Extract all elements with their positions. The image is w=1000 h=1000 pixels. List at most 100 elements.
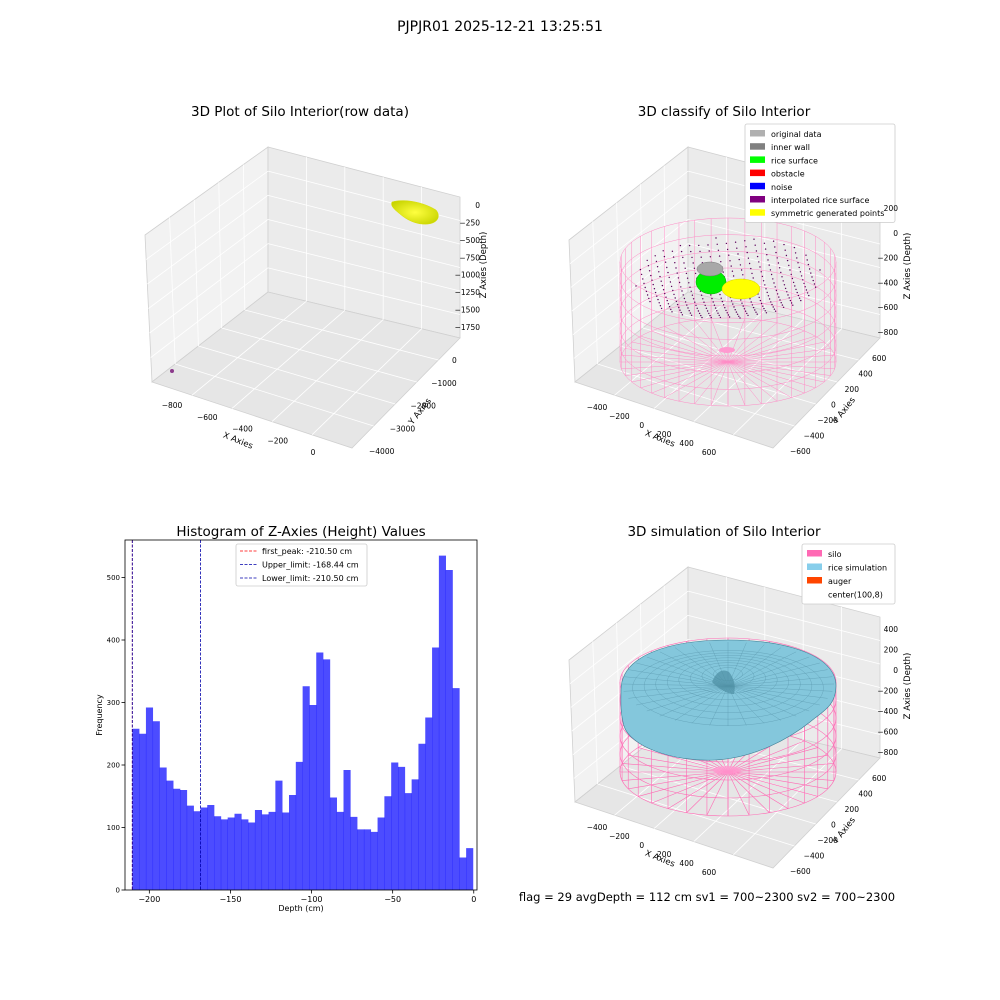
silo-bottom-center: [713, 766, 741, 774]
tick-label: −400: [804, 852, 825, 861]
surface-point: [664, 292, 666, 295]
panel-simulation-3d: 3D simulation of Silo Interior silo rice …: [568, 524, 913, 877]
panel-classify-3d: 3D classify of Silo Interior original da…: [568, 104, 913, 457]
histogram-bar: [132, 728, 140, 890]
histogram-bar: [411, 779, 419, 890]
silo-spoke: [727, 747, 818, 773]
surface-point: [796, 257, 798, 259]
tick-label: −1000: [431, 379, 457, 388]
silo-spoke: [727, 361, 831, 376]
legend-label: auger: [828, 577, 852, 586]
tick-label: −500: [459, 236, 480, 245]
surface-point: [646, 294, 649, 296]
z-axis-label: Z Axies (Depth): [903, 233, 913, 300]
panel-histogram: Histogram of Z-Axies (Height) Values −20…: [95, 524, 478, 913]
surface-point: [808, 294, 810, 297]
surface-point: [653, 288, 656, 290]
silo-spoke: [727, 771, 828, 790]
surface-point: [647, 265, 650, 267]
surface-point: [700, 256, 702, 258]
mesh-line: [727, 656, 810, 687]
mesh-line: [727, 669, 828, 687]
surface-point: [674, 297, 676, 299]
surface-point: [765, 312, 768, 314]
surface-point: [744, 240, 746, 242]
surface-point: [694, 272, 697, 275]
surface-point: [702, 298, 704, 300]
surface-point: [672, 256, 675, 258]
histogram-bar: [302, 686, 310, 890]
silo-spoke: [727, 771, 770, 813]
legend-box: [744, 123, 896, 223]
surface-point: [719, 316, 722, 319]
legend-swatch: [750, 143, 765, 150]
histogram-bar: [145, 707, 154, 890]
surface-point: [677, 277, 680, 279]
surface-point: [771, 303, 773, 306]
surface-point: [697, 310, 700, 312]
silo-spoke: [625, 361, 729, 376]
silo-spoke: [727, 318, 746, 363]
bars: [132, 555, 474, 890]
legend-swatch: [807, 590, 822, 597]
tick-label: −200: [817, 416, 838, 425]
surface-point: [775, 289, 778, 292]
histogram-bar: [438, 555, 446, 890]
histogram-bar: [248, 822, 256, 890]
silo-spoke: [727, 361, 816, 389]
surface-point: [768, 298, 771, 300]
surface-point: [758, 296, 760, 299]
surface-point: [734, 241, 737, 243]
surface-point: [769, 269, 772, 271]
silo-spoke: [727, 361, 825, 383]
legend: original data inner wall rice surface obsta…: [744, 123, 896, 223]
histogram-bar: [193, 811, 201, 890]
surface-point: [713, 304, 716, 306]
surface-point: [747, 257, 750, 259]
histogram-bar: [425, 717, 433, 890]
surface-point: [670, 285, 673, 288]
silo-spoke: [628, 754, 729, 773]
yellow-point-cloud: [391, 200, 439, 225]
tick-label: 600: [872, 354, 887, 363]
surface-point: [672, 289, 674, 292]
silo-spoke: [686, 771, 729, 813]
surface-point: [691, 256, 693, 259]
histogram-bar: [282, 812, 290, 890]
surface-point: [643, 282, 645, 285]
surface-point: [784, 287, 787, 290]
surface-point: [755, 250, 758, 252]
histogram-bar: [445, 570, 453, 890]
surface-point: [755, 311, 757, 313]
tick-label: 200: [657, 430, 672, 439]
surface-point: [814, 286, 817, 288]
legend-swatch: [750, 169, 765, 177]
tick-label: 400: [679, 859, 694, 868]
surface-point: [729, 260, 731, 262]
surface-point: [764, 284, 766, 286]
surface-point: [686, 304, 688, 306]
silo-spoke: [710, 318, 729, 363]
tick-label: −4000: [369, 447, 395, 456]
silo-spoke: [727, 771, 834, 781]
surface-point: [656, 266, 659, 268]
surface-point: [736, 313, 739, 315]
histogram-bar: [370, 831, 378, 890]
surface-point: [678, 281, 681, 284]
y-ticks: 0 100 200 300 400 500: [107, 574, 125, 895]
mesh-line: [727, 651, 797, 687]
tick-label: 0: [475, 201, 480, 210]
surface-point: [727, 314, 730, 316]
surface-point: [644, 286, 646, 289]
surface-point: [683, 262, 685, 264]
surface-point: [789, 299, 792, 302]
histogram-bar: [275, 780, 283, 890]
legend-label: Upper_limit: -168.44 cm: [262, 561, 359, 570]
mesh-line: [727, 685, 833, 692]
mesh-line: [727, 685, 820, 706]
surface-point: [754, 309, 756, 311]
surface-point: [657, 298, 659, 301]
silo-spoke: [727, 326, 792, 363]
surface-point: [646, 259, 648, 262]
tick-label: −200: [877, 254, 898, 263]
